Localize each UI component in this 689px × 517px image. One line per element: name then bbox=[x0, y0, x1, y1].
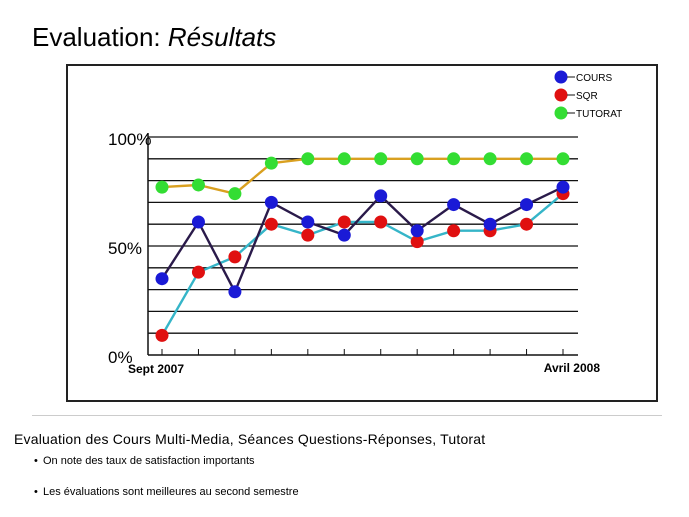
series-line-tutorat bbox=[161, 157, 563, 195]
point-cours bbox=[410, 224, 424, 238]
point-cours bbox=[483, 217, 497, 231]
point-tutorat bbox=[374, 152, 388, 166]
legend-label-sqr: SQR bbox=[576, 91, 598, 102]
point-cours bbox=[264, 195, 278, 209]
x-tick-label: Sept 2007 bbox=[128, 362, 184, 376]
point-tutorat bbox=[191, 178, 205, 192]
point-cours bbox=[447, 198, 461, 212]
point-sqr bbox=[155, 328, 169, 342]
point-sqr bbox=[228, 250, 242, 264]
point-tutorat bbox=[447, 152, 461, 166]
bullet-item: On note des taux de satisfaction importa… bbox=[34, 455, 255, 467]
point-sqr bbox=[337, 215, 351, 229]
slide-title-italic: Résultats bbox=[167, 22, 277, 52]
legend-marker-tutorat bbox=[554, 106, 568, 120]
point-sqr bbox=[410, 235, 424, 249]
x-tick-label: Avril 2008 bbox=[544, 361, 601, 375]
point-cours bbox=[556, 180, 570, 194]
chart-frame bbox=[66, 64, 658, 402]
legend-marker-sqr bbox=[554, 88, 568, 102]
point-tutorat bbox=[228, 187, 242, 201]
legend-marker-cours bbox=[554, 70, 568, 84]
series-lines bbox=[160, 157, 564, 337]
y-tick-label: 0% bbox=[108, 348, 133, 367]
slide-title: Evaluation: Résultats bbox=[32, 22, 276, 53]
point-cours bbox=[520, 198, 534, 212]
point-cours bbox=[191, 215, 205, 229]
point-cours bbox=[374, 189, 388, 203]
point-tutorat bbox=[155, 180, 169, 194]
point-cours bbox=[337, 228, 351, 242]
y-tick-label: 50% bbox=[108, 239, 142, 258]
point-cours bbox=[228, 285, 242, 299]
legend-label-cours: COURS bbox=[576, 73, 612, 84]
point-tutorat bbox=[520, 152, 534, 166]
point-tutorat bbox=[337, 152, 351, 166]
grid-lines bbox=[148, 136, 578, 334]
point-cours bbox=[155, 272, 169, 286]
point-sqr bbox=[374, 215, 388, 229]
point-sqr bbox=[447, 224, 461, 238]
axes: 0% 50% 100% Sept 2007 Avril 2008 bbox=[108, 130, 600, 376]
series-markers bbox=[155, 152, 570, 342]
point-sqr bbox=[301, 228, 315, 242]
point-tutorat bbox=[410, 152, 424, 166]
chart-legend: COURS SQR TUTORAT bbox=[554, 70, 622, 120]
point-tutorat bbox=[264, 156, 278, 170]
point-sqr bbox=[191, 265, 205, 279]
y-tick-label: 100% bbox=[108, 130, 151, 149]
bullet-item: Les évaluations sont meilleures au secon… bbox=[34, 486, 299, 498]
point-tutorat bbox=[556, 152, 570, 166]
point-tutorat bbox=[301, 152, 315, 166]
slide-caption: Evaluation des Cours Multi-Media, Séance… bbox=[14, 431, 486, 447]
point-sqr bbox=[264, 217, 278, 231]
divider bbox=[32, 415, 662, 416]
point-sqr bbox=[520, 217, 534, 231]
point-tutorat bbox=[483, 152, 497, 166]
point-cours bbox=[301, 215, 315, 229]
series-line-cours bbox=[160, 186, 564, 293]
slide-title-main: Evaluation: bbox=[32, 22, 168, 52]
legend-label-tutorat: TUTORAT bbox=[576, 109, 622, 120]
